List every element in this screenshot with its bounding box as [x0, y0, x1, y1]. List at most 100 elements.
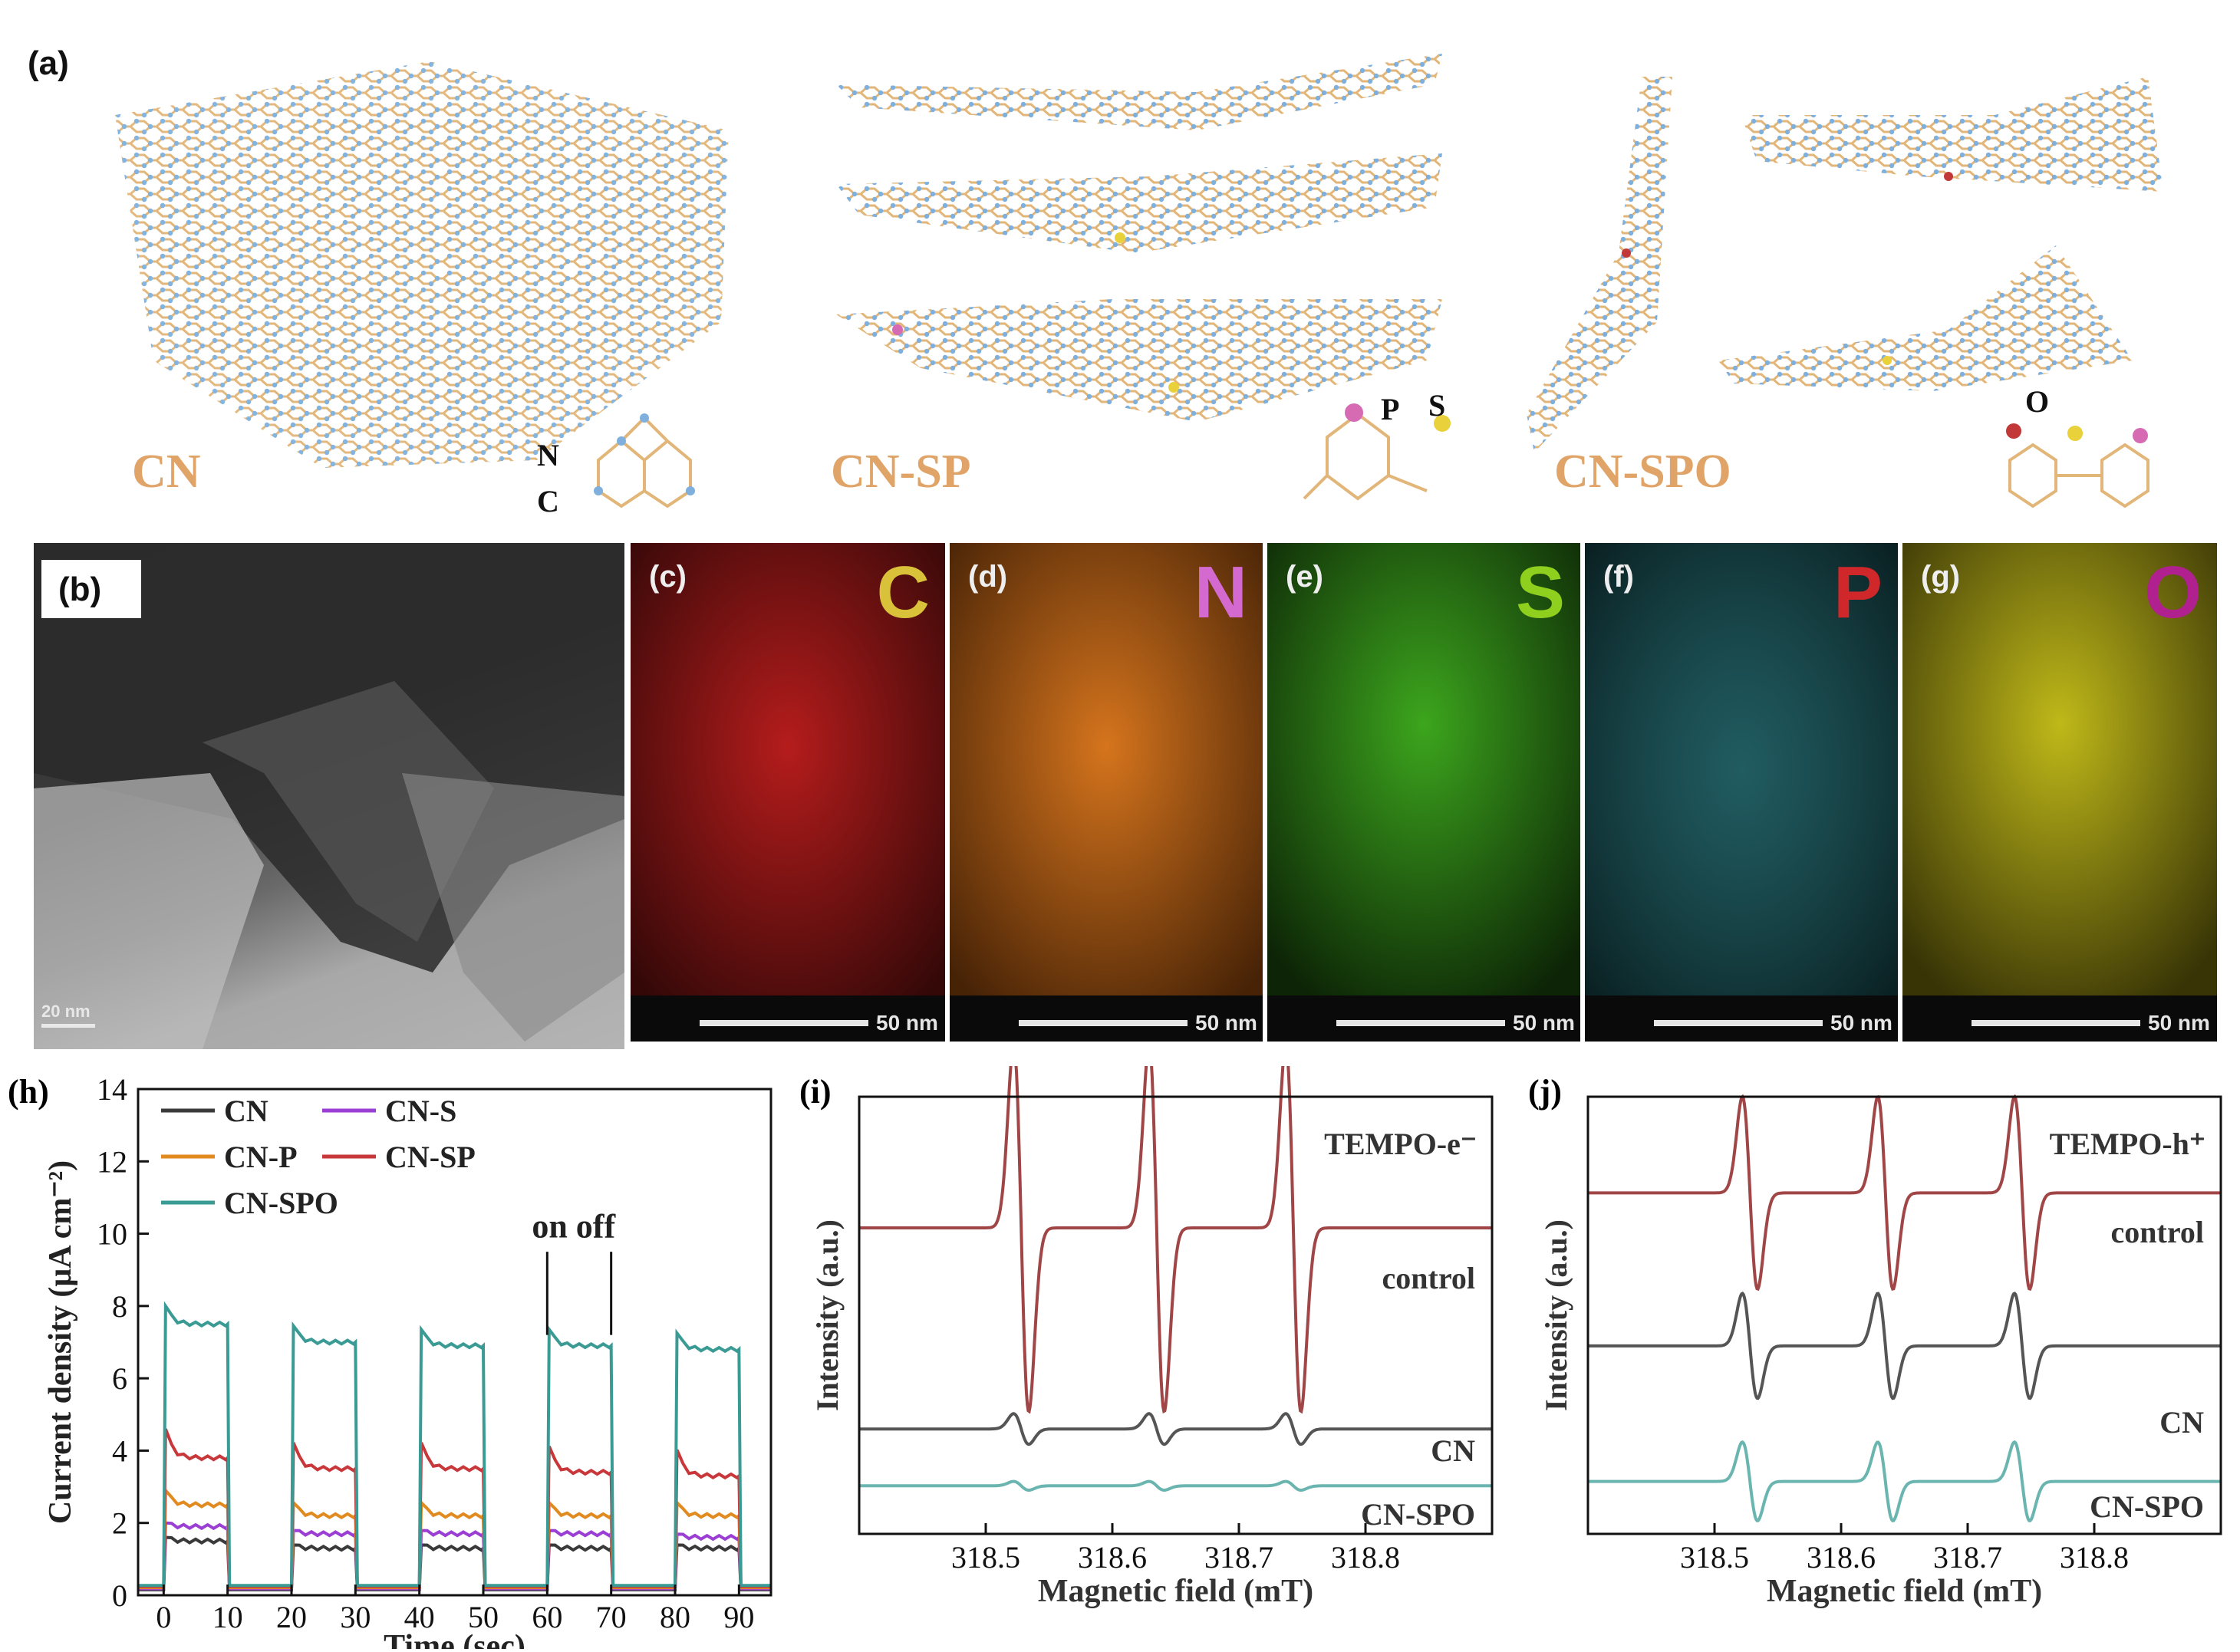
x-tick-label: 0	[156, 1600, 171, 1634]
annotation-on-off: on off	[532, 1207, 616, 1245]
cn-sp-unit-motif	[1303, 403, 1451, 501]
map-letter: (e)	[1286, 560, 1323, 594]
spectrum-title: TEMPO-h⁺	[2050, 1127, 2205, 1161]
map-scale-text: 50 nm	[2148, 1011, 2210, 1035]
x-tick-label: 20	[276, 1600, 307, 1634]
chart-i-epr-electron: (i) 318.5 318.6 318.7 318.8 Magnetic field (m…	[799, 1066, 1494, 1609]
cn-bulk-structure	[115, 61, 729, 468]
series-label-cn: CN	[2159, 1405, 2204, 1440]
plot-frame	[858, 1095, 1494, 1535]
x-axis-label: Magnetic field (mT)	[1767, 1574, 2042, 1609]
map-scale-text: 50 nm	[1513, 1011, 1575, 1035]
series-label-control: control	[2111, 1215, 2204, 1249]
cn-spo-sheets	[1527, 77, 2163, 452]
map-element-symbol: P	[1833, 551, 1883, 633]
y-tick-label: 10	[97, 1217, 127, 1252]
cn-sp-layers	[836, 54, 1442, 422]
series-line-cn-s	[138, 1521, 771, 1591]
map-scale-text: 50 nm	[1830, 1011, 1892, 1035]
atom-label-n: N	[537, 438, 559, 472]
x-tick-label: 50	[468, 1600, 499, 1634]
map-element-symbol: N	[1194, 551, 1247, 633]
map-texture	[1585, 543, 1898, 995]
series-line-cn-p	[138, 1486, 771, 1590]
atom-label-s: S	[1428, 388, 1446, 423]
x-tick-label: 60	[532, 1600, 562, 1634]
map-scale-text: 50 nm	[1195, 1011, 1257, 1035]
series-label-cn-spo: CN-SPO	[2090, 1489, 2204, 1524]
x-tick-label: 80	[660, 1600, 690, 1634]
series-label-cn-spo: CN-SPO	[1361, 1497, 1475, 1532]
x-tick-label: 318.6	[1078, 1540, 1147, 1575]
x-tick-label: 318.5	[951, 1540, 1020, 1575]
series-label-cn: CN	[1431, 1433, 1475, 1468]
structure-label-cn-spo: CN-SPO	[1554, 446, 1731, 498]
legend-label-cn-sp: CN-SP	[385, 1140, 476, 1174]
spectrum-cn	[859, 1412, 1492, 1446]
map-scale-text: 50 nm	[876, 1011, 938, 1035]
map-texture	[1267, 543, 1580, 995]
y-tick-label: 0	[112, 1578, 127, 1613]
map-element-symbol: S	[1515, 551, 1565, 633]
series-line-cn	[138, 1535, 771, 1591]
structure-label-cn-sp: CN-SP	[831, 446, 971, 498]
atom-label-o: O	[2025, 384, 2050, 419]
x-tick-label: 70	[596, 1600, 627, 1634]
eds-map-f: (f) P 50 nm	[1585, 543, 1898, 1042]
eds-map-c: (c) C 50 nm	[631, 543, 945, 1042]
panel-b-letter: (b)	[58, 571, 102, 608]
panel-letter: (i)	[799, 1073, 832, 1111]
legend-label-cn-p: CN-P	[224, 1140, 298, 1174]
map-scale-bar	[1019, 1020, 1188, 1026]
map-element-symbol: O	[2144, 551, 2202, 633]
x-tick-label: 30	[340, 1600, 371, 1634]
spectrum-cn-spo	[1588, 1440, 2221, 1522]
legend-label-cn-s: CN-S	[385, 1094, 456, 1128]
tem-scale-text: 20 nm	[41, 1002, 91, 1021]
cn-unit-motif	[594, 413, 695, 508]
spectrum-title: TEMPO-e⁻	[1324, 1127, 1477, 1161]
y-axis-label: Intensity (a.u.)	[810, 1219, 845, 1411]
plot-frame	[137, 1088, 772, 1597]
map-texture	[631, 543, 945, 995]
legend-label-cn: CN	[224, 1094, 268, 1128]
x-tick-label: 318.5	[1680, 1540, 1749, 1575]
map-letter: (c)	[649, 560, 687, 594]
chart-h-photocurrent: (h) on off 0 2 4 6 8 10 12 14 0 10 20 30 40 50 60 70 80 90 T…	[8, 1072, 772, 1649]
panel-b-letter-box	[41, 560, 141, 618]
spectrum-cn-spo	[859, 1479, 1492, 1492]
y-tick-label: 4	[112, 1433, 127, 1468]
map-scale-bar	[1972, 1020, 2140, 1026]
eds-map-d: (d) N 50 nm	[950, 543, 1263, 1042]
map-letter: (g)	[1921, 560, 1961, 594]
x-axis-label: Magnetic field (mT)	[1038, 1574, 1313, 1609]
cn-spo-unit-motif	[2006, 423, 2149, 508]
tem-image: (b) 20 nm	[34, 543, 624, 1049]
series-line-cn-spo	[138, 1301, 771, 1588]
map-texture	[950, 543, 1263, 995]
x-tick-label: 318.7	[1204, 1540, 1273, 1575]
y-tick-label: 12	[97, 1144, 127, 1179]
y-tick-label: 8	[112, 1289, 127, 1324]
map-letter: (f)	[1603, 560, 1634, 594]
map-letter: (d)	[968, 560, 1008, 594]
eds-map-g: (g) O 50 nm	[1902, 543, 2217, 1042]
tem-flake-shapes	[34, 543, 624, 1049]
plot-frame	[1586, 1095, 2222, 1535]
x-tick-label: 10	[212, 1600, 243, 1634]
map-element-symbol: C	[876, 551, 930, 633]
x-tick-label: 90	[723, 1600, 754, 1634]
map-scale-bar	[700, 1020, 868, 1026]
map-texture	[1902, 543, 2217, 995]
spectrum-control	[859, 1066, 1492, 1414]
y-tick-label: 6	[112, 1361, 127, 1396]
x-axis-label: Time (sec)	[384, 1629, 525, 1649]
series-label-control: control	[1382, 1261, 1475, 1295]
atom-label-c: C	[537, 484, 559, 518]
panel-a-illustrations	[115, 54, 2163, 508]
structure-label-cn: CN	[132, 446, 201, 498]
spectrum-control	[1588, 1094, 2221, 1292]
series-line-cn-sp	[138, 1428, 771, 1588]
legend-label-cn-spo: CN-SPO	[224, 1186, 338, 1220]
y-tick-label: 2	[112, 1506, 127, 1541]
